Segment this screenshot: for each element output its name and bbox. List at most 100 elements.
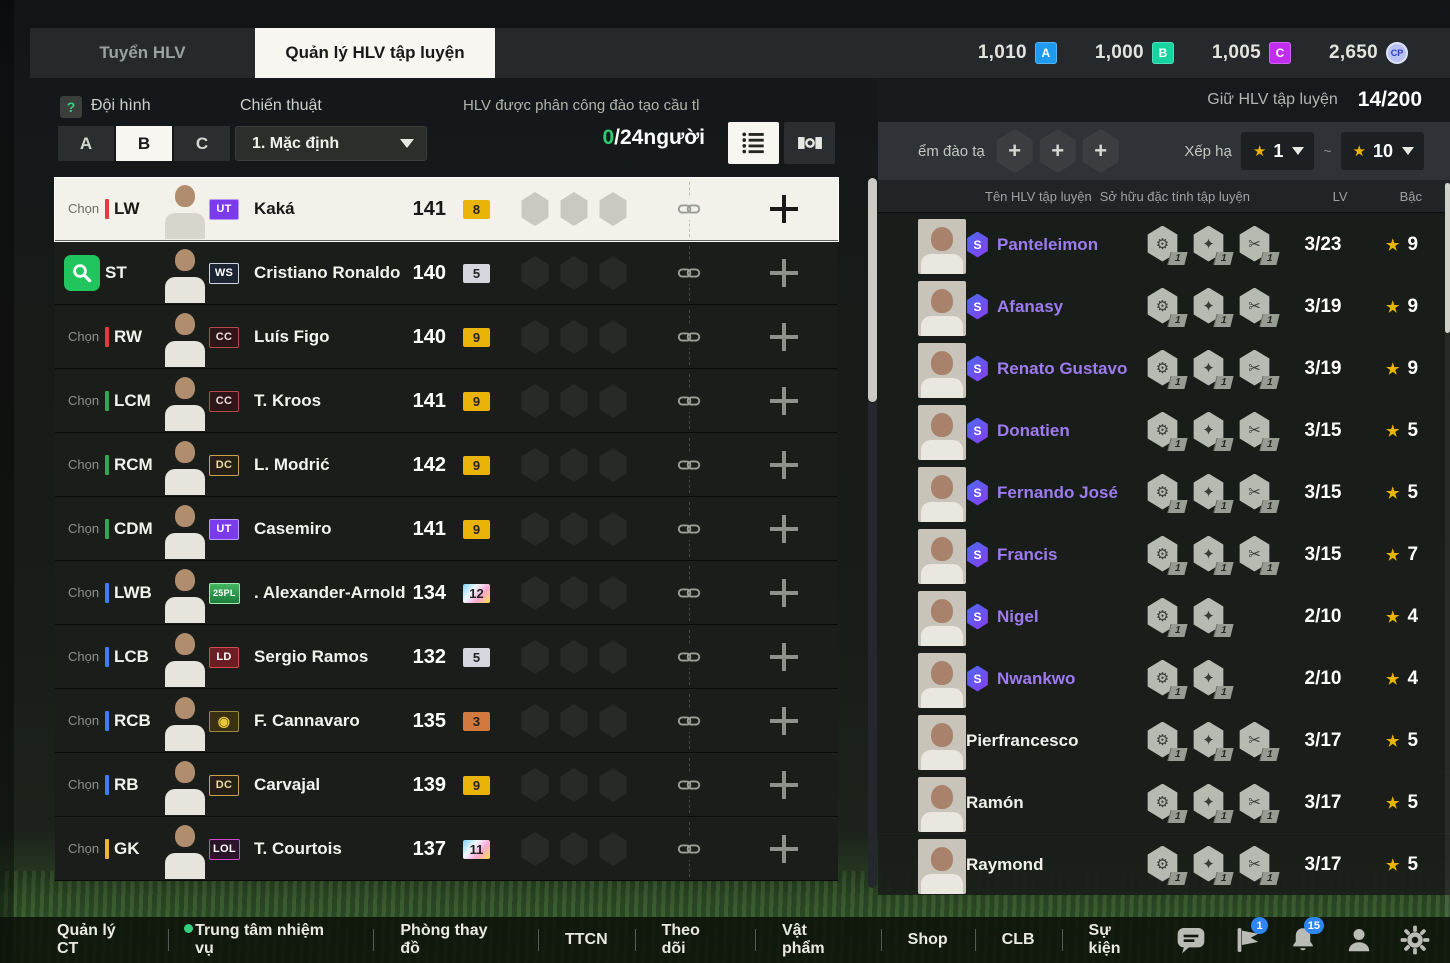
position-label: RCB bbox=[114, 711, 151, 730]
tab-quan-ly-hlv-tap-luyen[interactable]: Quản lý HLV tập luyện bbox=[255, 28, 495, 78]
plus-cell bbox=[730, 514, 838, 544]
range-tilde: ~ bbox=[1323, 143, 1332, 159]
player-row[interactable]: Chọn LCB LD Sergio Ramos 132 5 bbox=[55, 626, 838, 689]
coach-row[interactable]: S Francis ⚙1✦1✂1 3/15 7 bbox=[878, 524, 1450, 585]
boost-badge: 9 bbox=[463, 455, 490, 475]
add-coach-button[interactable] bbox=[769, 194, 799, 224]
coach-row[interactable]: S Fernando José ⚙1✦1✂1 3/15 5 bbox=[878, 462, 1450, 523]
plus-cell bbox=[730, 642, 838, 672]
player-row[interactable]: Chọn GK LOL T. Courtois 137 11 bbox=[55, 818, 838, 881]
add-coach-button[interactable] bbox=[769, 322, 799, 352]
nav-item[interactable]: TTCN bbox=[537, 917, 635, 963]
profile-icon[interactable] bbox=[1342, 923, 1376, 957]
boost-cell: 12 bbox=[446, 583, 490, 603]
coach-row[interactable]: Ramón ⚙1✦1✂1 3/17 5 bbox=[878, 772, 1450, 833]
coach-row[interactable]: S Afanasy ⚙1✦1✂1 3/19 9 bbox=[878, 276, 1450, 337]
avatar bbox=[918, 280, 966, 336]
nav-item-group: Quản lý CT Trung tâm nhiệm vụ Phòng thay đ… bbox=[30, 917, 1174, 963]
link-icon[interactable] bbox=[675, 518, 703, 540]
coach-row[interactable]: Raymond ⚙1✦1✂1 3/17 5 bbox=[878, 834, 1450, 895]
nav-item[interactable]: Sự kiện bbox=[1061, 917, 1174, 963]
link-icon[interactable] bbox=[675, 646, 703, 668]
link-icon[interactable] bbox=[675, 710, 703, 732]
nav-item[interactable]: Trung tâm nhiệm vụ bbox=[168, 917, 373, 963]
player-row[interactable]: ST WS Cristiano Ronaldo 140 5 bbox=[55, 242, 838, 305]
add-coach-button[interactable] bbox=[769, 386, 799, 416]
add-coach-button[interactable] bbox=[769, 834, 799, 864]
link-icon[interactable] bbox=[675, 454, 703, 476]
link-icon[interactable] bbox=[675, 774, 703, 796]
player-row[interactable]: Chọn RW CC Luís Figo 140 9 bbox=[55, 306, 838, 369]
player-row[interactable]: Chọn CDM UT Casemiro 141 9 bbox=[55, 498, 838, 561]
player-row[interactable]: Chọn LWB 25PL . Alexander-Arnold 134 12 bbox=[55, 562, 838, 625]
help-icon[interactable]: ? bbox=[60, 96, 82, 118]
position-label: LCM bbox=[114, 391, 151, 410]
card-badge-cell: CC bbox=[209, 390, 254, 412]
add-coach-button[interactable] bbox=[769, 578, 799, 608]
player-name: F. Cannavaro bbox=[254, 711, 360, 730]
add-coach-button[interactable] bbox=[769, 258, 799, 288]
settings-icon[interactable] bbox=[1398, 923, 1432, 957]
tactic-dropdown[interactable]: 1. Mặc định bbox=[235, 126, 427, 161]
coach-row[interactable]: Pierfrancesco ⚙1✦1✂1 3/17 5 bbox=[878, 710, 1450, 771]
tab-tuyen-hlv[interactable]: Tuyển HLV bbox=[99, 43, 186, 62]
search-button[interactable] bbox=[64, 255, 100, 291]
player-row[interactable]: Chọn RCM DC L. Modrić 142 9 bbox=[55, 434, 838, 497]
squad-tab-a[interactable]: A bbox=[58, 126, 114, 161]
coach-row[interactable]: S Nigel ⚙1✦1 2/10 4 bbox=[878, 586, 1450, 647]
trait-filter-add-button[interactable] bbox=[1039, 129, 1076, 173]
link-icon[interactable] bbox=[675, 838, 703, 860]
chat-icon[interactable] bbox=[1174, 923, 1208, 957]
list-view-button[interactable] bbox=[728, 122, 779, 164]
trait-icon: ⚙ 1 bbox=[1146, 721, 1188, 761]
player-photo bbox=[160, 307, 209, 367]
choose-label: Chọn bbox=[68, 585, 100, 600]
nav-item[interactable]: Vật phẩm bbox=[754, 917, 881, 963]
add-coach-button[interactable] bbox=[769, 450, 799, 480]
link-icon[interactable] bbox=[675, 198, 703, 220]
coach-row[interactable]: S Nwankwo ⚙1✦1 2/10 4 bbox=[878, 648, 1450, 709]
rank-min-dropdown[interactable]: 1 bbox=[1240, 132, 1315, 170]
nav-item[interactable]: Quản lý CT bbox=[30, 917, 168, 963]
link-icon[interactable] bbox=[675, 326, 703, 348]
banner-icon[interactable]: 1 bbox=[1230, 917, 1268, 957]
player-row[interactable]: Chọn RB DC Carvajal 139 9 bbox=[55, 754, 838, 817]
add-coach-button[interactable] bbox=[769, 706, 799, 736]
trait-icon: ✂ 1 bbox=[1238, 349, 1280, 389]
player-row[interactable]: Chọn RCB ◉ F. Cannavaro 135 3 bbox=[55, 690, 838, 753]
nav-item[interactable]: Phòng thay đồ bbox=[373, 917, 538, 963]
nav-item[interactable]: CLB bbox=[974, 917, 1062, 963]
scrollbar-thumb[interactable] bbox=[1445, 183, 1450, 333]
player-row[interactable]: Chọn LW UT Kaká 141 8 bbox=[55, 178, 838, 241]
link-icon[interactable] bbox=[675, 582, 703, 604]
coach-row[interactable]: S Renato Gustavo ⚙1✦1✂1 3/19 9 bbox=[878, 338, 1450, 399]
coach-row[interactable]: S Donatien ⚙1✦1✂1 3/15 5 bbox=[878, 400, 1450, 461]
select-cell: Chọn bbox=[55, 520, 105, 538]
nav-item[interactable]: Theo dõi bbox=[634, 917, 755, 963]
slot-hexagon bbox=[560, 256, 588, 290]
rank-max-dropdown[interactable]: 10 bbox=[1340, 132, 1424, 170]
link-icon[interactable] bbox=[675, 262, 703, 284]
slot-hexagon bbox=[599, 256, 627, 290]
bell-icon[interactable]: 15 bbox=[1286, 917, 1324, 957]
trait-filter-add-button[interactable] bbox=[1082, 129, 1119, 173]
player-row[interactable]: Chọn LCM CC T. Kroos 141 9 bbox=[55, 370, 838, 433]
rank-value: 4 bbox=[1407, 605, 1419, 627]
scrollbar-thumb[interactable] bbox=[868, 178, 877, 402]
squad-tab-c[interactable]: C bbox=[174, 126, 230, 161]
link-icon[interactable] bbox=[675, 390, 703, 412]
coach-rank-cell: 5 bbox=[1362, 854, 1442, 876]
formation-view-button[interactable] bbox=[784, 122, 835, 164]
training-slots bbox=[520, 512, 648, 546]
avatar bbox=[174, 697, 195, 719]
add-coach-button[interactable] bbox=[769, 514, 799, 544]
add-coach-button[interactable] bbox=[769, 642, 799, 672]
squad-tab-b[interactable]: B bbox=[116, 126, 172, 161]
coach-row[interactable]: S Panteleimon ⚙1✦1✂1 3/23 9 bbox=[878, 214, 1450, 275]
nav-item[interactable]: Shop bbox=[880, 917, 975, 963]
add-coach-button[interactable] bbox=[769, 770, 799, 800]
coach-name: Fernando José bbox=[997, 482, 1118, 502]
trait-filter-add-button[interactable] bbox=[996, 129, 1033, 173]
select-cell: Chọn bbox=[55, 392, 105, 410]
nav-label: Phòng thay đồ bbox=[400, 922, 488, 957]
